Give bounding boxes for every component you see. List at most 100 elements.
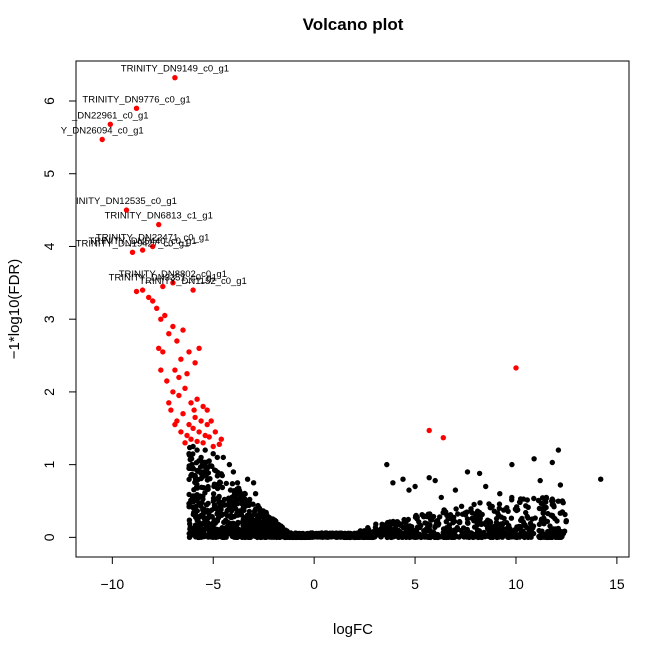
gene-point [469, 515, 475, 521]
significant-gene-point [170, 389, 176, 395]
significant-gene-point [158, 316, 164, 322]
gene-point [483, 483, 489, 490]
x-tick-label: 0 [310, 576, 318, 592]
significant-gene-point [191, 407, 197, 413]
gene-point [559, 498, 566, 504]
gene-point [433, 522, 439, 528]
gene-point [244, 476, 251, 482]
gene-point [402, 519, 409, 525]
gene-point [206, 514, 212, 521]
gene-point [516, 534, 523, 540]
gene-point [514, 504, 520, 510]
significant-gene-point [166, 331, 172, 337]
significant-gene-point [123, 207, 130, 213]
gene-point [204, 477, 211, 483]
gene-point [491, 508, 497, 514]
gene-point [523, 531, 529, 537]
gene-point [203, 525, 209, 532]
gene-point [238, 491, 245, 497]
gene-point [277, 528, 283, 534]
gene-point [400, 476, 406, 482]
gene-point [556, 530, 562, 536]
gene-point [221, 534, 227, 541]
gene-point [235, 532, 241, 538]
significant-gene-point [182, 385, 188, 391]
gene-point [554, 518, 560, 524]
gene-point [409, 533, 415, 539]
gene-point [555, 447, 562, 453]
gene-point [264, 512, 270, 518]
gene-point [221, 496, 228, 503]
x-tick-label: 15 [609, 576, 625, 592]
significant-gene-point [200, 403, 206, 410]
gene-point [486, 501, 492, 507]
gene-point [192, 479, 198, 486]
significant-gene-point [216, 441, 222, 447]
gene-point [432, 477, 438, 484]
y-axis-label: −1*log10(FDR) [6, 259, 23, 359]
gene-point [226, 461, 233, 468]
gene-point [395, 527, 402, 534]
gene-point [397, 533, 403, 539]
gene-point [426, 475, 432, 481]
gene-point [386, 528, 392, 534]
gene-point [233, 506, 239, 512]
gene-point [497, 491, 503, 497]
significant-gene-point [188, 400, 194, 406]
significant-gene-point [150, 243, 156, 250]
gene-label: TRINITY_DN3351_c0_g1 [109, 272, 217, 283]
gene-point [464, 509, 470, 515]
significant-gene-point [186, 349, 192, 355]
chart-title: Volcano plot [303, 15, 404, 34]
gene-point [319, 532, 325, 539]
gene-point [200, 485, 207, 491]
significant-gene-point [178, 429, 184, 435]
gene-point [250, 480, 257, 486]
gene-point [523, 503, 529, 509]
gene-point [428, 517, 435, 523]
significant-gene-point [150, 298, 156, 304]
gene-point [268, 521, 275, 527]
gene-point [247, 496, 253, 503]
gene-point [541, 521, 547, 527]
significant-gene-point [174, 338, 180, 344]
gene-point [447, 533, 453, 539]
significant-gene-point [188, 436, 194, 442]
gene-point [198, 454, 204, 461]
gene-point [456, 518, 463, 525]
gene-label: TRINITY_DN1152_c0_g1 [139, 276, 247, 287]
significant-gene-point [194, 438, 200, 445]
gene-point [352, 531, 359, 537]
gene-point [253, 533, 259, 540]
gene-point [498, 530, 504, 536]
gene-point [192, 472, 198, 479]
significant-gene-point [176, 392, 182, 399]
gene-point [536, 505, 543, 512]
gene-point [203, 502, 210, 508]
gene-point [210, 491, 217, 497]
significant-gene-point [206, 434, 212, 440]
gene-point [471, 501, 477, 508]
y-tick-label: 6 [41, 97, 57, 105]
gene-point [413, 528, 420, 534]
gene-point [384, 461, 390, 468]
gene-point [190, 443, 196, 450]
gene-point [255, 502, 261, 509]
gene-point [555, 498, 561, 504]
gene-point [519, 515, 525, 522]
gene-point [240, 527, 246, 533]
gene-point [187, 456, 193, 463]
gene-point [192, 530, 198, 537]
gene-point [270, 525, 277, 532]
gene-point [496, 534, 502, 540]
gene-label: _DN22961_c0_g1 [71, 110, 149, 121]
gene-point [524, 497, 530, 503]
y-tick-label: 4 [41, 242, 57, 250]
gene-point [413, 512, 419, 519]
gene-point [206, 458, 212, 464]
gene-point [200, 493, 206, 499]
gene-point [391, 526, 397, 532]
gene-point [260, 529, 266, 535]
gene-point [559, 509, 566, 515]
significant-gene-point [172, 75, 178, 81]
